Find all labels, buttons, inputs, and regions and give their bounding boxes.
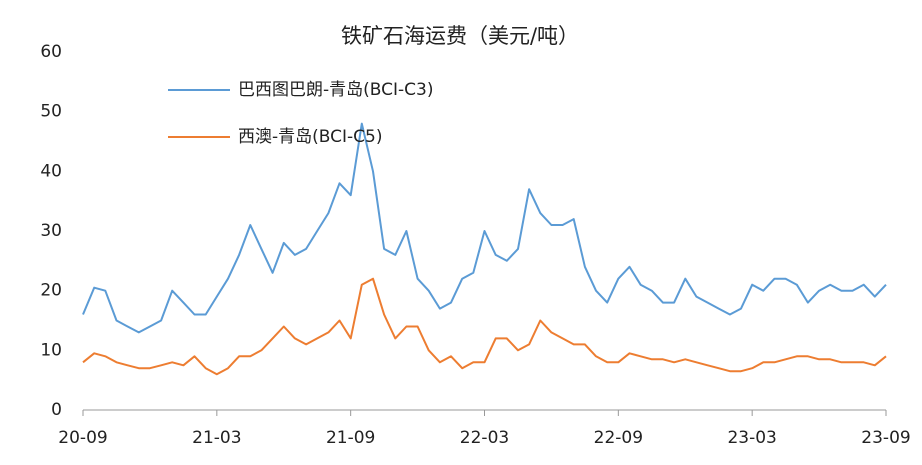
x-tick-label: 21-09 [326,428,375,448]
legend-label: 巴西图巴朗-青岛(BCI-C3) [238,80,433,100]
x-tick-label: 21-03 [192,428,241,448]
x-tick-label: 23-03 [727,428,776,448]
x-tick-label: 22-03 [460,428,509,448]
y-tick-label: 60 [40,42,62,62]
x-tick-label: 22-09 [594,428,643,448]
series-line [82,122,887,334]
y-tick-label: 10 [40,340,62,360]
chart-title: 铁矿石海运费（美元/吨） [341,24,579,48]
y-tick-label: 30 [40,221,62,241]
y-tick-label: 50 [40,102,62,122]
legend-label: 西澳-青岛(BCI-C5) [238,127,382,147]
y-tick-label: 40 [40,161,62,181]
y-tick-label: 0 [51,400,62,420]
y-tick-label: 20 [40,281,62,301]
x-tick-label: 23-09 [861,428,910,448]
series-line [82,277,887,376]
x-tick-label: 20-09 [58,428,107,448]
